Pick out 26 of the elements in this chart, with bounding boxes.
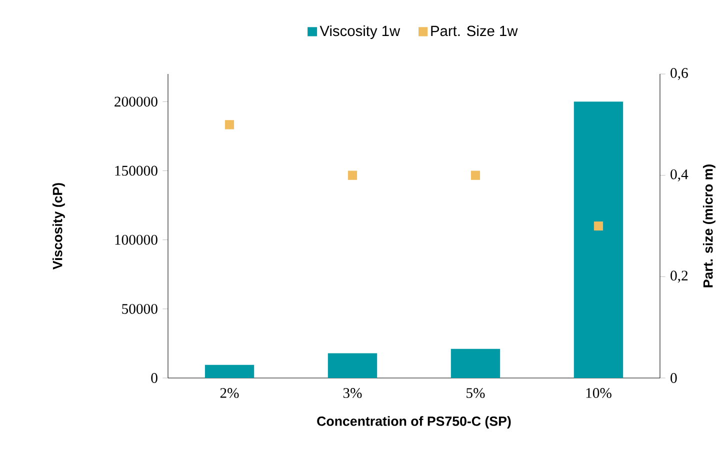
point <box>594 221 604 231</box>
x-tick-label: 10% <box>586 388 612 398</box>
x-axis-title: Concentration of PS750-C (SP) <box>317 416 511 429</box>
legend-label: Viscosity 1w <box>320 25 400 40</box>
legend-label: Part. Size 1w <box>431 25 518 36</box>
y-tick-label: 100000 <box>115 234 158 245</box>
y2-tick-label: 0,6 <box>670 68 688 80</box>
y-tick-label: 50000 <box>122 304 158 314</box>
bar <box>328 353 378 378</box>
y2-tick-label: 0,2 <box>670 270 688 283</box>
y2-tick-label: 0 <box>670 373 677 383</box>
bar <box>450 348 500 378</box>
bar <box>574 102 624 378</box>
y-tick-label: 150000 <box>115 166 158 176</box>
x-tick-label: 3% <box>343 388 362 398</box>
point <box>470 170 480 180</box>
x-tick-label: 5% <box>466 388 485 398</box>
y2-tick-label: 0,4 <box>670 169 688 182</box>
bar <box>204 364 254 378</box>
point <box>224 120 234 130</box>
y2-axis-title: Part. size (micro m) <box>702 164 716 288</box>
x-tick-label: 2% <box>220 388 239 398</box>
y-tick-label: 0 <box>151 373 158 383</box>
y-tick-label: 200000 <box>114 96 158 107</box>
y-axis-title: Viscosity (cP) <box>52 183 65 270</box>
point <box>348 170 358 180</box>
